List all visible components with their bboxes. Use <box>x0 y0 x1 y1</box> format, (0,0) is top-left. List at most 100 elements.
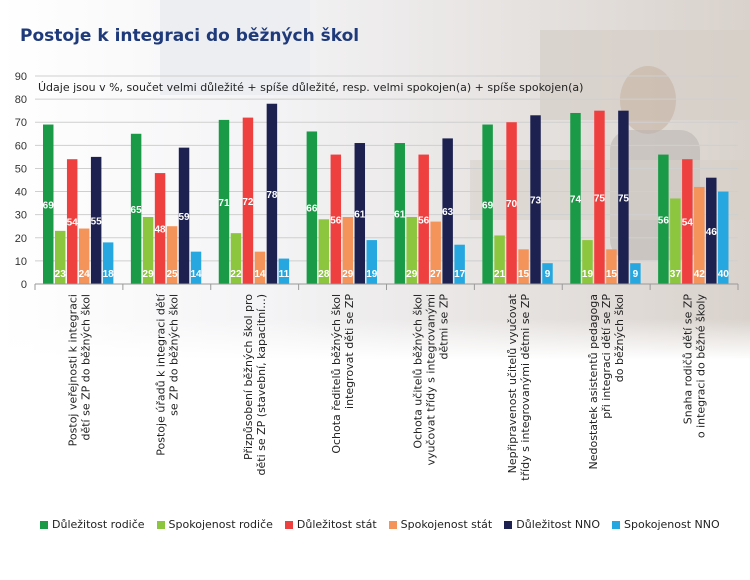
data-label: 37 <box>670 269 682 280</box>
bar <box>606 249 617 284</box>
category-label-line: dětmi se ZP <box>437 294 450 360</box>
bar <box>254 251 266 284</box>
data-label: 75 <box>594 193 606 204</box>
legend-swatch <box>388 520 397 529</box>
category-label-line: Snaha rodičů dětí se ZP <box>682 294 695 425</box>
data-label: 63 <box>442 207 454 218</box>
data-label: 18 <box>103 269 115 280</box>
bar-chart: 0 10 20 30 40 50 60 70 80 90 69 23 54 24 55 18 Postoj ve… <box>15 71 739 481</box>
category-label: Postoje úřadů k integraci dětí se ZP do b… <box>154 293 180 456</box>
bar <box>482 124 493 285</box>
category-label-line: při integraci dětí se ZP <box>600 294 613 419</box>
bar <box>694 186 705 284</box>
legend-label: Důležitost stát <box>296 518 377 531</box>
data-label: 42 <box>694 269 706 280</box>
legend-swatch <box>40 520 48 529</box>
legend-item: Důležitost rodiče <box>40 518 145 531</box>
legend-label: Spokojenost rodiče <box>168 518 273 531</box>
data-label: 71 <box>218 198 230 209</box>
data-label: 14 <box>254 269 266 280</box>
bar <box>366 240 377 284</box>
data-label: 56 <box>418 215 430 226</box>
bar <box>66 159 78 284</box>
data-label: 59 <box>178 212 190 223</box>
data-label: 55 <box>91 216 103 227</box>
data-label: 69 <box>482 200 494 211</box>
y-tick-label: 80 <box>15 94 27 106</box>
bar <box>658 154 669 284</box>
bar <box>570 112 581 284</box>
data-label: 21 <box>494 269 506 280</box>
legend-item: Spokojenost stát <box>388 518 493 531</box>
category-label: Nepřipravenost učitelů vyučovat třídy s i… <box>506 293 532 480</box>
data-label: 29 <box>342 269 354 280</box>
bar <box>266 103 278 284</box>
bar <box>442 138 453 284</box>
y-tick-label: 90 <box>15 71 27 83</box>
category-label-line: třídy s integrovanými dětmi se ZP <box>519 294 532 481</box>
data-label: 75 <box>618 193 630 204</box>
data-label: 61 <box>394 210 406 221</box>
bar <box>518 249 529 284</box>
data-label: 23 <box>55 269 67 280</box>
data-label: 66 <box>306 204 318 215</box>
chart-note: Údaje jsou v %, součet velmi důležité + … <box>38 81 584 94</box>
data-label: 11 <box>279 269 290 280</box>
category-label: Snaha rodičů dětí se ZP o integraci do bě… <box>682 294 708 439</box>
category-label-line: integrovat děti se ZP <box>343 294 356 409</box>
data-label: 24 <box>79 269 91 280</box>
category-label-line: Přizpůsobení běžných škol pro <box>242 294 255 460</box>
category-label-line: děti se ZP (stavební, kapacitní...) <box>255 294 268 476</box>
bar <box>354 143 366 284</box>
data-label: 29 <box>406 269 418 280</box>
bar <box>218 119 230 285</box>
category-label-line: Ochota ředitelů běžných škol <box>330 294 343 454</box>
category-label-line: do běžných škol <box>613 294 626 382</box>
category-label: Nedostatek asistentů pedagoga při integra… <box>587 294 626 470</box>
bar <box>506 122 517 284</box>
bar <box>430 221 441 284</box>
data-label: 54 <box>682 218 694 229</box>
data-label: 48 <box>155 225 167 236</box>
data-label: 69 <box>43 200 55 211</box>
bar <box>142 216 154 284</box>
bar <box>330 154 342 284</box>
data-label: 65 <box>131 205 143 216</box>
category-label-line: Postoj veřejnosti k integraci <box>66 294 79 446</box>
legend-item: Spokojenost NNO <box>612 518 720 531</box>
bar <box>242 117 254 284</box>
y-tick-label: 40 <box>15 187 27 199</box>
data-label: 78 <box>266 190 278 201</box>
category-label: Ochota ředitelů běžných škol integrovat d… <box>330 294 356 454</box>
bar <box>230 233 242 284</box>
legend-item: Spokojenost rodiče <box>156 518 273 531</box>
data-label: 15 <box>606 269 618 280</box>
legend-item: Důležitost stát <box>284 518 377 531</box>
data-label: 70 <box>506 199 518 210</box>
bar <box>130 133 142 284</box>
legend-label: Spokojenost stát <box>400 518 493 531</box>
bar <box>582 240 593 284</box>
bar <box>342 216 354 284</box>
data-label: 19 <box>582 269 594 280</box>
category-label: Postoj veřejnosti k integraci dětí se ZP … <box>66 294 92 446</box>
legend-swatch <box>284 520 293 529</box>
bar <box>706 177 717 284</box>
y-tick-label: 70 <box>15 117 27 129</box>
bar <box>54 230 66 284</box>
y-tick-label: 0 <box>21 279 27 291</box>
bar <box>166 226 178 284</box>
data-label: 56 <box>658 215 670 226</box>
bar <box>494 235 505 284</box>
y-tick-label: 60 <box>15 140 27 152</box>
data-label: 61 <box>354 210 366 221</box>
data-label: 27 <box>430 269 442 280</box>
category-label-line: Postoje úřadů k integraci dětí <box>154 293 167 456</box>
bar <box>178 147 190 284</box>
data-label: 22 <box>230 269 242 280</box>
bar <box>394 143 405 284</box>
bar <box>594 110 605 285</box>
bar <box>530 115 541 285</box>
legend-label: Spokojenost NNO <box>624 518 720 531</box>
data-label: 56 <box>330 215 342 226</box>
